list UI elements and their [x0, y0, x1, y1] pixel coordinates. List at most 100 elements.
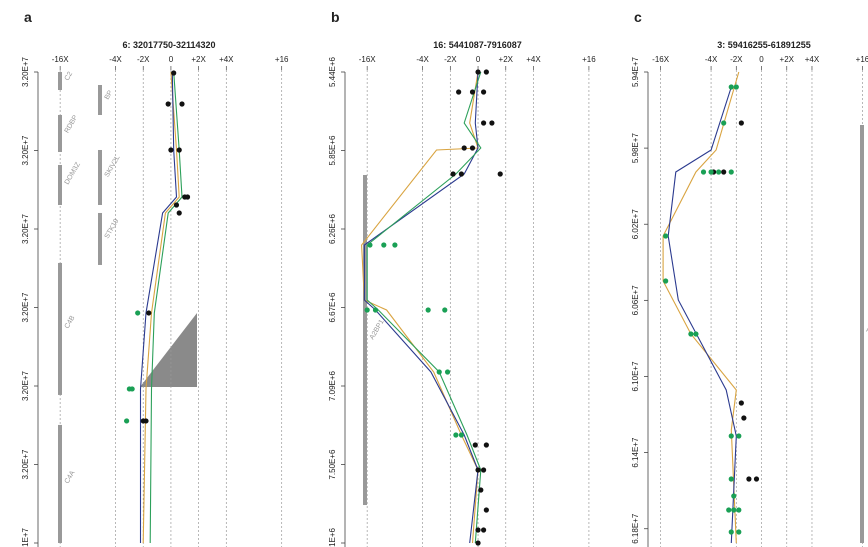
x-tick-label: -4X: [416, 55, 429, 64]
probe-point: [176, 147, 182, 153]
gene-label: RDBP: [64, 114, 80, 135]
x-tick-label: -2X: [444, 55, 457, 64]
probe-point: [453, 432, 459, 438]
probe-point: [456, 89, 462, 95]
probe-point: [129, 386, 135, 392]
x-tick-label: -16X: [52, 55, 70, 64]
probe-point: [442, 307, 448, 313]
gene-bar: [98, 212, 102, 265]
x-tick-label: +16: [275, 55, 289, 64]
gene-bar: [98, 149, 102, 205]
x-tick-label: -4X: [109, 55, 122, 64]
panel-title: 6: 32017750-32114320: [122, 40, 215, 50]
gene-label: DOM3Z: [64, 161, 83, 186]
probe-point: [450, 171, 456, 177]
probe-point: [436, 369, 442, 375]
probe-point: [741, 415, 747, 421]
profile-line: [361, 71, 479, 544]
y-tick-label: 6.10E+7: [631, 361, 640, 392]
probe-point: [381, 242, 387, 248]
probe-point: [728, 169, 734, 175]
probe-point: [146, 310, 152, 316]
probe-point: [693, 331, 699, 337]
y-tick-label: 5.44E+6: [328, 56, 337, 87]
probe-point: [483, 69, 489, 75]
probe-point: [736, 529, 742, 535]
y-tick-label: 5.94E+7: [631, 56, 640, 87]
y-tick-label: 6.26E+6: [328, 213, 337, 244]
y-tick-label: 6.18E+7: [631, 513, 640, 544]
panel-title: 16: 5441087-7916087: [433, 40, 522, 50]
y-tick-label: 6.67E+6: [328, 292, 337, 323]
gene-bar: [58, 72, 62, 90]
probe-point: [475, 467, 481, 473]
x-tick-label: -2X: [730, 55, 743, 64]
deletion-marker: [140, 313, 197, 387]
probe-point: [728, 529, 734, 535]
probe-point: [731, 507, 737, 513]
probe-point: [475, 69, 481, 75]
probe-point: [489, 120, 495, 126]
profile-line: [667, 86, 737, 544]
y-tick-label: 3.20E+7: [21, 449, 30, 480]
y-tick-label: 6.14E+7: [631, 437, 640, 468]
probe-point: [480, 527, 487, 533]
probe-point: [176, 210, 182, 216]
probe-point: [179, 101, 185, 107]
gene-label: STK19: [104, 218, 121, 240]
probe-point: [480, 89, 487, 95]
y-tick-label: 6.06E+7: [631, 285, 640, 316]
probe-point: [364, 307, 370, 313]
probe-point: [475, 527, 481, 533]
probe-point: [480, 467, 487, 473]
gene-label: BP: [104, 89, 115, 101]
probe-point: [700, 169, 707, 175]
y-tick-label: 3.21E+7: [21, 527, 30, 547]
gene-bar: [860, 125, 864, 543]
x-tick-label: -16X: [359, 55, 377, 64]
probe-point: [458, 171, 465, 177]
probe-point: [726, 507, 732, 513]
x-tick-label: 0: [169, 55, 174, 64]
profile-line: [142, 71, 180, 544]
probe-point: [173, 202, 180, 208]
probe-point: [721, 120, 727, 126]
x-tick-label: +2X: [191, 55, 206, 64]
y-tick-label: 7.91E+6: [328, 527, 337, 547]
y-tick-label: 3.20E+7: [21, 213, 30, 244]
profile-line: [366, 71, 482, 544]
probe-point: [472, 442, 478, 448]
x-tick-label: 0: [476, 55, 481, 64]
probe-point: [733, 84, 739, 90]
y-tick-label: 5.85E+6: [328, 135, 337, 166]
panel-title: 3: 59416255-61891255: [717, 40, 811, 50]
probe-point: [480, 120, 487, 126]
gene-bar: [363, 175, 367, 506]
probe-point: [736, 433, 742, 439]
x-tick-label: 0: [759, 55, 764, 64]
gene-label: C4B: [64, 314, 77, 330]
probe-point: [469, 89, 476, 95]
probe-point: [708, 169, 714, 175]
probe-point: [392, 242, 398, 248]
probe-point: [728, 84, 734, 90]
x-tick-label: -2X: [137, 55, 150, 64]
y-tick-label: 7.50E+6: [328, 449, 337, 480]
y-tick-label: 3.20E+7: [21, 292, 30, 323]
probe-point: [721, 169, 727, 175]
probe-point: [716, 169, 722, 175]
x-tick-label: -4X: [705, 55, 718, 64]
probe-point: [728, 433, 734, 439]
y-tick-label: 3.20E+7: [21, 135, 30, 166]
probe-point: [483, 442, 489, 448]
probe-point: [663, 278, 669, 284]
gene-bar: [98, 84, 102, 115]
y-tick-label: 3.20E+7: [21, 56, 30, 87]
x-tick-label: +2X: [780, 55, 795, 64]
probe-point: [171, 70, 177, 76]
probe-point: [124, 418, 130, 424]
x-tick-label: +16: [856, 55, 868, 64]
panel-label: c: [634, 9, 642, 25]
gene-bar: [58, 114, 62, 152]
